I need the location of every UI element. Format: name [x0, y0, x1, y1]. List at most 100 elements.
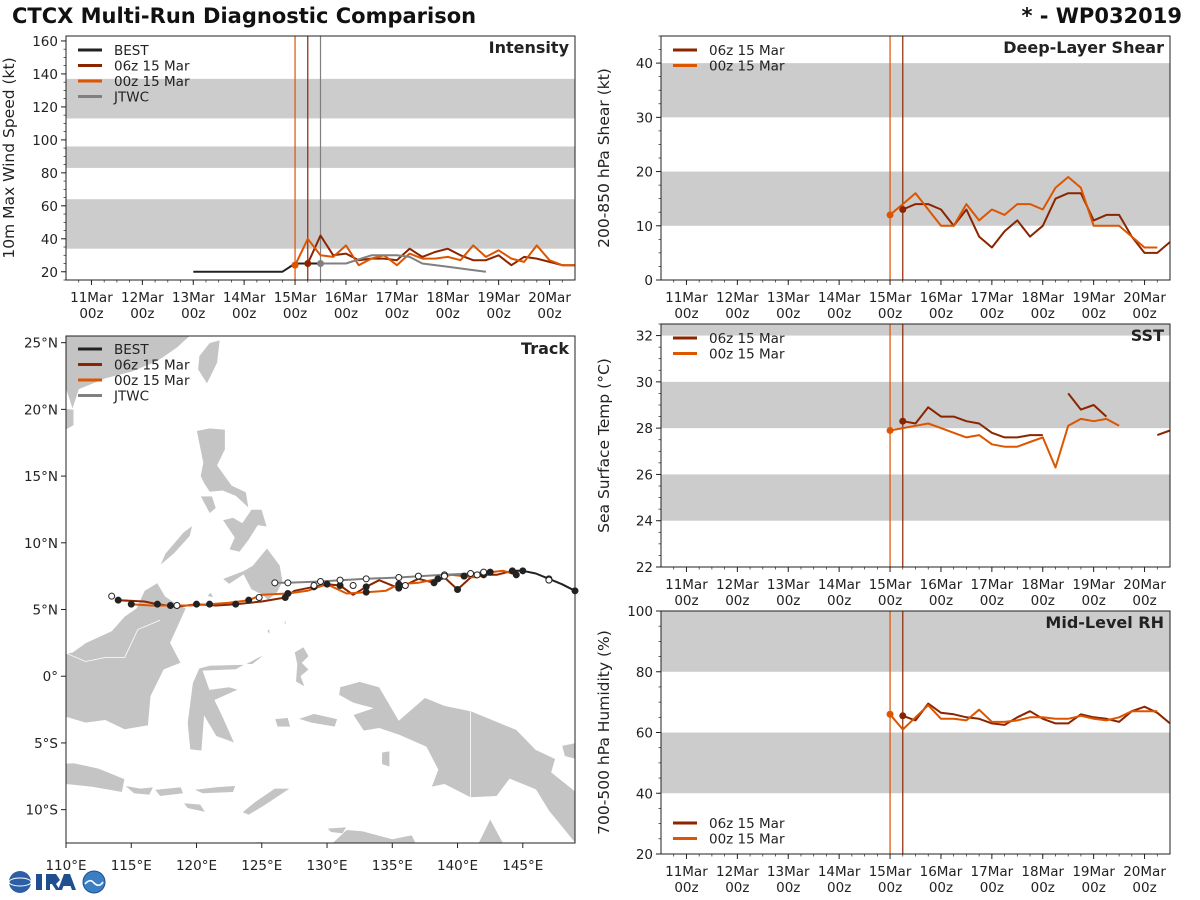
shear-series-0-start-marker: [899, 206, 907, 214]
intensity-xtick-date-3: 14Mar: [223, 290, 266, 306]
intensity-xtick-hour-5: 00z: [334, 306, 358, 322]
intensity-ytick-label-7: 160: [32, 34, 58, 50]
land-buru: [274, 717, 291, 728]
track-marker-1-20: [193, 600, 201, 608]
sst-series-3: [889, 417, 1120, 469]
track-marker-2-6: [434, 575, 442, 583]
rh-xtick-hour-5: 00z: [929, 880, 953, 896]
intensity-title: Intensity: [489, 38, 570, 57]
intensity-ytick-label-0: 20: [41, 265, 58, 281]
rh-xtick-hour-6: 00z: [980, 880, 1004, 896]
logo-globe-icon: [9, 871, 31, 893]
land-sumbawa: [154, 786, 184, 797]
land-java: [66, 762, 126, 793]
track-marker-4-0: [545, 576, 553, 584]
sst-xtick-date-6: 17Mar: [971, 577, 1014, 593]
intensity-xtick-date-0: 11Mar: [70, 290, 113, 306]
intensity-series-2-start-marker: [291, 261, 299, 269]
rh-xtick-date-0: 11Mar: [665, 864, 708, 880]
rh-ytick-label-0: 20: [636, 847, 653, 863]
intensity-series-2: [294, 237, 575, 267]
logo-seal-wave: [84, 879, 104, 887]
shear-xtick-date-9: 20Mar: [1123, 290, 1166, 306]
track-series-3: [274, 571, 484, 584]
land-timor: [241, 787, 292, 816]
sst-xtick-date-5: 16Mar: [920, 577, 963, 593]
land-new-britain: [561, 742, 575, 760]
shear-ylabel: 200-850 hPa Shear (kt): [595, 68, 613, 248]
sst-xtick-date-7: 18Mar: [1021, 577, 1064, 593]
sst-ylabel: Sea Surface Temp (°C): [595, 358, 613, 533]
track-marker-3-9: [271, 579, 279, 587]
track-land: [66, 336, 575, 843]
land-sulawesi: [187, 654, 265, 752]
track-marker-3-5: [362, 575, 370, 583]
shear-band-1: [661, 63, 1170, 118]
shear-xtick-hour-0: 00z: [674, 306, 698, 322]
rh-xtick-hour-8: 00z: [1082, 880, 1106, 896]
intensity-xtick-date-4: 15Mar: [274, 290, 317, 306]
shear-xtick-date-7: 18Mar: [1021, 290, 1064, 306]
sst-xtick-date-1: 12Mar: [716, 577, 759, 593]
track-ytick-label-4: 5°N: [33, 603, 58, 619]
shear-xtick-date-6: 17Mar: [971, 290, 1014, 306]
rh-ytick-label-4: 100: [627, 604, 653, 620]
panel-track: 25°N 20°N 15°N 10°N 5°N 0° 5°S 10°S 110°E 115°E 12…: [24, 335, 579, 874]
sst-xtick-date-4: 15Mar: [869, 577, 912, 593]
rh-legend-label-1: 00z 15 Mar: [709, 832, 785, 848]
intensity-legend-label-2: 00z 15 Mar: [114, 74, 190, 90]
track-marker-3-7: [317, 577, 324, 585]
track-xtick-label-4: 130°E: [306, 858, 347, 874]
shear-xtick-hour-4: 00z: [878, 306, 902, 322]
track-marker-4-2: [440, 572, 448, 580]
track-marker-2-4: [460, 572, 468, 580]
sst-xtick-date-8: 19Mar: [1072, 577, 1115, 593]
intensity-ytick-label-4: 100: [32, 133, 58, 149]
track-legend-label-1: 06z 15 Mar: [114, 358, 190, 374]
rh-ytick-label-2: 60: [636, 726, 653, 742]
sst-legend-label-1: 00z 15 Mar: [709, 347, 785, 363]
track-marker-3-3: [414, 572, 422, 580]
land-asia-mainland: [66, 336, 191, 411]
rh-title: Mid-Level RH: [1045, 613, 1164, 632]
intensity-ytick-label-5: 120: [32, 100, 58, 116]
shear-xtick-hour-7: 00z: [1031, 306, 1055, 322]
track-marker-2-14: [284, 590, 292, 598]
track-xtick-label-3: 125°E: [241, 858, 282, 874]
track-marker-2-22: [127, 600, 135, 608]
track-marker-2-20: [166, 602, 174, 610]
sst-series-1: [1067, 392, 1108, 418]
sst-xtick-date-9: 20Mar: [1123, 577, 1166, 593]
shear-title: Deep-Layer Shear: [1003, 38, 1164, 57]
track-xtick-label-0: 110°E: [45, 858, 86, 874]
sst-xtick-hour-5: 00z: [929, 593, 953, 609]
intensity-legend-label-3: JTWC: [113, 90, 149, 106]
shear-xtick-date-3: 14Mar: [818, 290, 861, 306]
logo-globe-highlight: [8, 877, 32, 887]
track-xtick-label-2: 120°E: [176, 858, 217, 874]
intensity-legend-label-1: 06z 15 Mar: [114, 59, 190, 75]
rh-band-0: [661, 732, 1170, 794]
intensity-xtick-hour-2: 00z: [181, 306, 205, 322]
border-borneo: [66, 619, 161, 662]
sst-xtick-hour-9: 00z: [1132, 593, 1156, 609]
sst-xtick-hour-1: 00z: [725, 593, 749, 609]
rh-ytick-label-1: 40: [636, 786, 653, 802]
shear-xtick-hour-8: 00z: [1082, 306, 1106, 322]
sst-title: SST: [1131, 326, 1164, 345]
sst-ytick-label-5: 32: [636, 329, 653, 345]
track-legend-label-0: BEST: [114, 342, 149, 358]
land-sulu: [206, 591, 215, 598]
sst-ytick-label-2: 26: [636, 467, 653, 483]
shear-series-1-start-marker: [886, 211, 894, 219]
track-marker-4-5: [310, 581, 318, 589]
intensity-xtick-date-6: 17Mar: [376, 290, 419, 306]
sst-band-2: [661, 324, 1170, 336]
track-marker-4-8: [108, 592, 116, 600]
track-xtick-label-5: 135°E: [372, 858, 413, 874]
track-marker-2-18: [206, 600, 214, 608]
intensity-xtick-date-1: 12Mar: [121, 290, 164, 306]
logo-letters-shape: [36, 874, 76, 890]
sst-xtick-hour-7: 00z: [1031, 593, 1055, 609]
intensity-xtick-hour-6: 00z: [385, 306, 409, 322]
